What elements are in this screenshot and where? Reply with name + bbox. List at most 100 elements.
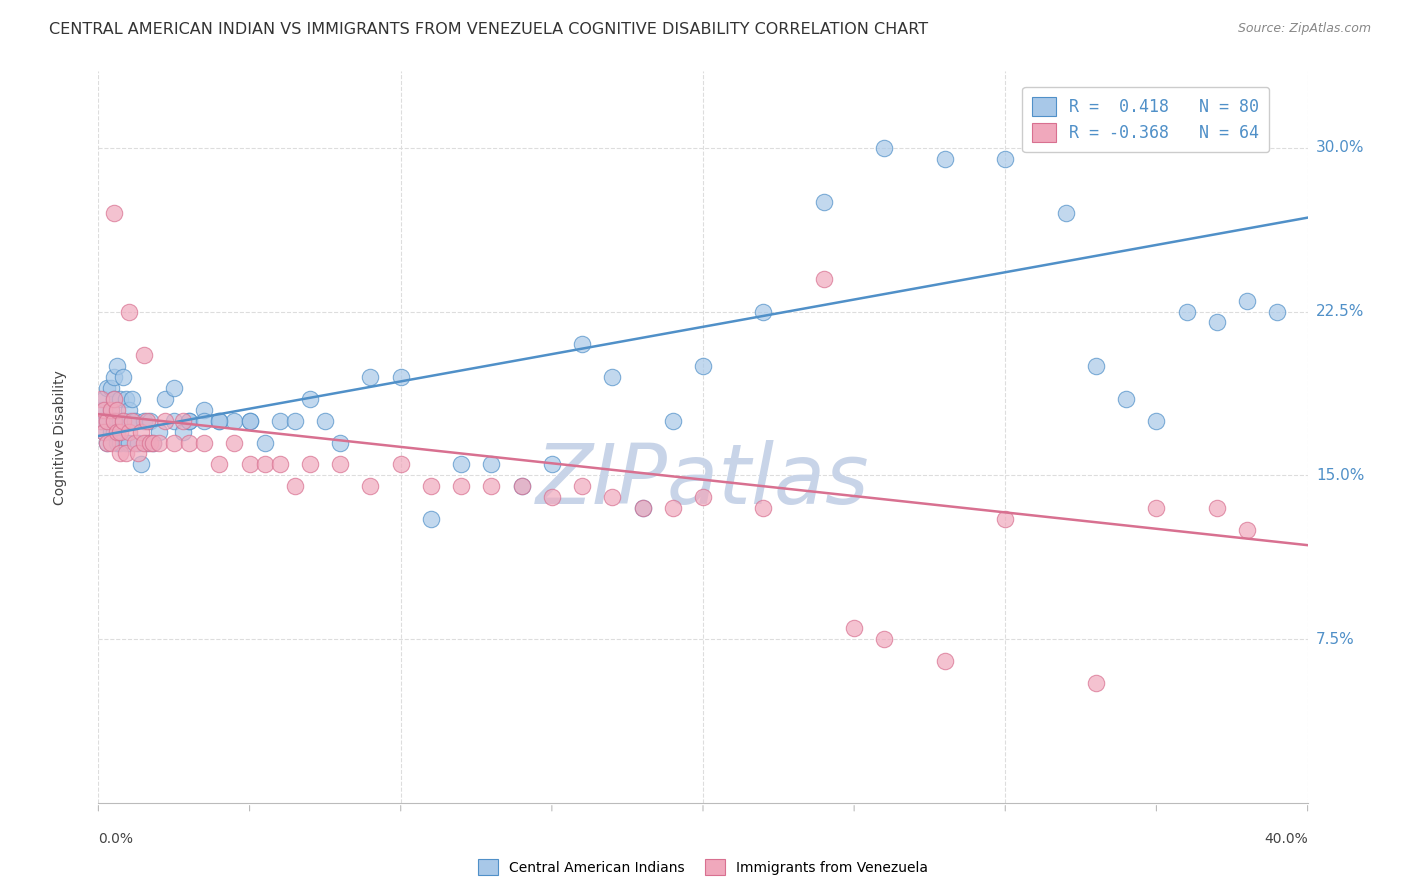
Point <box>1085 675 1108 690</box>
Point <box>127 446 149 460</box>
Point <box>420 512 443 526</box>
Point <box>813 272 835 286</box>
Point <box>90 414 112 428</box>
Point <box>103 392 125 406</box>
Point <box>299 392 322 406</box>
Point <box>103 392 125 406</box>
Point <box>752 501 775 516</box>
Point <box>253 435 276 450</box>
Point <box>661 501 683 516</box>
Point <box>142 435 165 450</box>
Point <box>142 435 165 450</box>
Point <box>1267 304 1289 318</box>
Point <box>631 501 654 516</box>
Point <box>994 152 1017 166</box>
Point <box>208 458 231 472</box>
Point <box>153 392 176 406</box>
Point <box>481 458 503 472</box>
Point <box>103 370 125 384</box>
Point <box>103 414 125 428</box>
Point <box>118 402 141 417</box>
Point <box>96 381 118 395</box>
Point <box>114 435 136 450</box>
Point <box>96 414 118 428</box>
Point <box>299 458 322 472</box>
Point <box>284 479 307 493</box>
Point <box>114 392 136 406</box>
Point <box>90 414 112 428</box>
Text: 40.0%: 40.0% <box>1264 832 1308 846</box>
Point <box>1206 501 1229 516</box>
Point <box>114 446 136 460</box>
Point <box>1085 359 1108 373</box>
Point <box>661 414 683 428</box>
Point <box>103 414 125 428</box>
Point <box>139 435 162 450</box>
Point <box>118 435 141 450</box>
Point <box>571 479 593 493</box>
Point <box>873 141 896 155</box>
Point <box>631 501 654 516</box>
Point <box>239 414 262 428</box>
Point <box>129 458 152 472</box>
Point <box>994 512 1017 526</box>
Point <box>269 458 291 472</box>
Point <box>934 152 956 166</box>
Point <box>93 425 115 439</box>
Point <box>510 479 533 493</box>
Text: 7.5%: 7.5% <box>1316 632 1354 647</box>
Point <box>118 304 141 318</box>
Point <box>127 435 149 450</box>
Point <box>540 458 562 472</box>
Point <box>135 435 157 450</box>
Point <box>148 425 170 439</box>
Text: 15.0%: 15.0% <box>1316 467 1364 483</box>
Legend: Central American Indians, Immigrants from Venezuela: Central American Indians, Immigrants fro… <box>472 854 934 880</box>
Point <box>571 337 593 351</box>
Point <box>105 435 128 450</box>
Point <box>389 370 412 384</box>
Point <box>105 425 128 439</box>
Point <box>100 381 122 395</box>
Point <box>1144 501 1167 516</box>
Point <box>105 414 128 428</box>
Point <box>139 414 162 428</box>
Point <box>100 402 122 417</box>
Point <box>224 414 246 428</box>
Point <box>132 435 155 450</box>
Point <box>105 402 128 417</box>
Point <box>135 414 157 428</box>
Point <box>90 402 112 417</box>
Point <box>1144 414 1167 428</box>
Point <box>450 479 472 493</box>
Point <box>510 479 533 493</box>
Point <box>1175 304 1198 318</box>
Point <box>118 414 141 428</box>
Point <box>163 381 186 395</box>
Point <box>224 435 246 450</box>
Point <box>1236 293 1258 308</box>
Point <box>873 632 896 646</box>
Point <box>253 458 276 472</box>
Point <box>121 414 143 428</box>
Point <box>844 621 866 635</box>
Point <box>118 425 141 439</box>
Point <box>93 392 115 406</box>
Point <box>602 490 624 504</box>
Point <box>1054 206 1077 220</box>
Point <box>93 425 115 439</box>
Point <box>93 402 115 417</box>
Text: Cognitive Disability: Cognitive Disability <box>53 369 66 505</box>
Point <box>124 435 146 450</box>
Point <box>172 414 194 428</box>
Point <box>121 392 143 406</box>
Point <box>269 414 291 428</box>
Point <box>163 435 186 450</box>
Point <box>360 370 382 384</box>
Point <box>284 414 307 428</box>
Point <box>360 479 382 493</box>
Point <box>148 435 170 450</box>
Text: 30.0%: 30.0% <box>1316 140 1364 155</box>
Point <box>96 435 118 450</box>
Point <box>481 479 503 493</box>
